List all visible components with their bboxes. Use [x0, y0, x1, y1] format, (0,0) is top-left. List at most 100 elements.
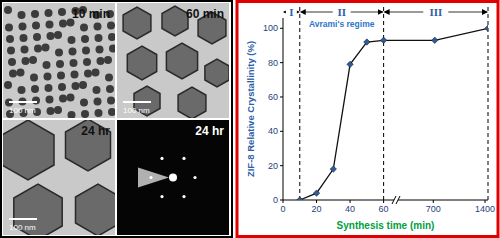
tile-content	[3, 120, 115, 235]
x-tick-label: 40	[345, 204, 355, 214]
chart: 02040608010002040607001400Synthesis time…	[245, 4, 495, 231]
particle	[70, 59, 78, 67]
particle	[31, 10, 39, 18]
particle	[108, 33, 115, 41]
micrograph-label: 24 hr	[81, 124, 110, 138]
y-tick-label: 60	[268, 92, 278, 102]
particle	[32, 97, 40, 105]
particle	[81, 110, 89, 118]
y-tick-label: 20	[268, 161, 278, 171]
particle	[17, 69, 25, 77]
particle	[81, 35, 89, 43]
particle	[44, 73, 52, 81]
particle	[45, 84, 53, 92]
y-tick	[280, 96, 283, 97]
x-tick-label: 60	[379, 204, 389, 214]
y-tick-label: 80	[268, 58, 278, 68]
diffraction-spot	[182, 157, 185, 160]
particle	[58, 83, 66, 91]
tile-background	[3, 3, 115, 118]
region: III	[385, 4, 488, 200]
diffraction-spot	[182, 195, 185, 198]
particle	[54, 31, 62, 39]
break-mark	[392, 196, 396, 204]
region-boundary	[383, 4, 384, 200]
x-tick-label: 20	[312, 204, 322, 214]
particle	[96, 46, 104, 54]
diffraction-spot	[160, 157, 163, 160]
y-tick	[280, 62, 283, 63]
x-axis-label: Synthesis time (min)	[337, 220, 435, 231]
annotation: Avrami's regime	[309, 19, 375, 29]
x-tick	[433, 200, 434, 203]
region-label-bg	[333, 5, 351, 18]
data-point	[297, 197, 303, 200]
particle	[104, 56, 112, 64]
particle	[9, 70, 17, 78]
particle	[43, 61, 51, 69]
x-tick-label: 0	[280, 204, 285, 214]
particle	[105, 74, 113, 82]
particle	[59, 95, 67, 103]
crystal	[162, 6, 188, 36]
particle	[109, 45, 115, 53]
particle	[84, 70, 92, 78]
particle	[19, 23, 27, 31]
tile-content	[117, 120, 229, 235]
region-boundary	[488, 4, 489, 200]
particle	[4, 6, 12, 14]
particle	[68, 111, 76, 118]
figure: 10 min100 nm60 min100 nm24 hr100 nm24 hr…	[0, 0, 500, 238]
micrograph: 10 min100 nm	[3, 3, 117, 119]
particle	[92, 69, 100, 77]
x-tick	[350, 200, 351, 203]
particle	[46, 96, 54, 104]
data-line	[300, 28, 488, 200]
particle	[4, 81, 12, 89]
region-label-bg	[423, 5, 448, 18]
axis-break	[392, 196, 400, 204]
particle	[68, 36, 76, 44]
particle	[21, 46, 29, 54]
x-axis	[398, 200, 488, 201]
particle	[46, 21, 54, 29]
diffraction-spot	[160, 195, 163, 198]
y-tick	[280, 28, 283, 29]
tile-background	[117, 3, 229, 118]
data-point	[364, 39, 370, 45]
particle	[47, 32, 55, 40]
region-label-bg	[286, 5, 297, 18]
particle	[55, 49, 63, 57]
particle	[18, 11, 26, 19]
particle	[33, 33, 41, 41]
crystal	[127, 46, 156, 80]
tile-content	[117, 3, 229, 118]
particle	[71, 71, 79, 79]
particle	[22, 57, 30, 65]
y-tick	[280, 165, 283, 166]
diffraction-spot	[149, 176, 152, 179]
scale-bar	[9, 218, 37, 220]
tile-background	[117, 120, 229, 235]
particle	[5, 24, 13, 32]
particle	[82, 47, 90, 55]
crystal	[123, 7, 151, 39]
y-axis	[283, 18, 284, 200]
x-tick-label: 700	[426, 204, 441, 214]
particle	[59, 20, 67, 28]
particle	[97, 57, 105, 65]
particle	[106, 85, 114, 93]
data-point	[432, 37, 438, 43]
crystal	[66, 120, 111, 171]
particle	[83, 58, 91, 66]
x-tick	[283, 200, 284, 203]
particle	[93, 86, 101, 94]
particle	[54, 106, 62, 114]
y-tick	[280, 131, 283, 132]
micrograph-label: 24 hr	[195, 124, 224, 138]
micrograph: 24 hr100 nm	[2, 119, 121, 238]
y-tick-label: 0	[273, 195, 278, 205]
particle	[6, 35, 14, 43]
particle	[108, 108, 115, 116]
particle	[95, 34, 103, 42]
